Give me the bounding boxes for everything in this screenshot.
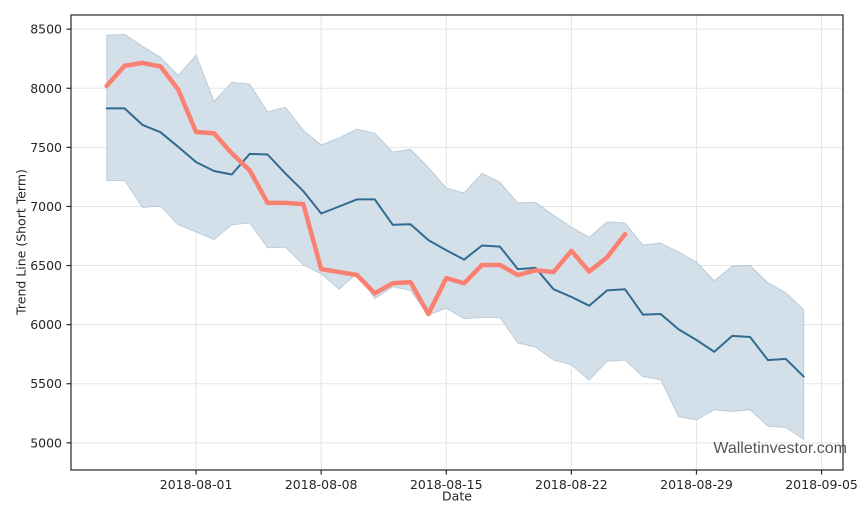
y-tick-label: 7000 (30, 199, 62, 214)
x-tick-label: 2018-08-22 (535, 477, 608, 492)
y-tick-label: 8000 (30, 81, 62, 96)
y-tick-label: 5500 (30, 376, 62, 391)
y-tick-label: 6500 (30, 258, 62, 273)
x-axis-title: Date (442, 488, 472, 504)
forecast-confidence-band (106, 33, 805, 441)
actual-price-line (104, 60, 628, 317)
watermark: Walletinvestor.com (713, 440, 847, 457)
y-tick-label: 8500 (30, 22, 62, 37)
y-tick-label: 7500 (30, 140, 62, 155)
x-tick-label: 2018-09-05 (785, 477, 858, 492)
forecast-trend-line (105, 107, 805, 378)
x-tick-label: 2018-08-29 (660, 477, 733, 492)
x-tick-label: 2018-08-08 (285, 477, 358, 492)
y-tick-label: 5000 (30, 435, 62, 450)
x-tick-label: 2018-08-01 (160, 477, 233, 492)
y-tick-label: 6000 (30, 317, 62, 332)
y-axis-title: Trend Line (Short Term) (13, 169, 29, 315)
x-tick-label: 2018-08-15 (410, 477, 483, 492)
axes-spines (70, 14, 844, 471)
